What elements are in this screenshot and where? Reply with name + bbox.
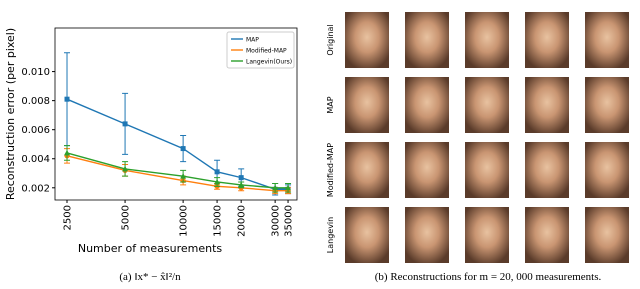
row-label: MAP — [326, 96, 335, 113]
face-image — [465, 77, 509, 133]
row-label: Modified-MAP — [326, 143, 335, 197]
image-grid: Original MAP Modified-MAP Langevin — [326, 12, 629, 263]
x-tick-label: 15000 — [213, 205, 224, 237]
face-image — [525, 207, 569, 263]
marker — [272, 184, 279, 191]
x-tick-label: 20000 — [237, 205, 248, 237]
face-image — [525, 12, 569, 68]
y-tick-label: 0.006 — [21, 125, 50, 136]
face-image — [345, 12, 389, 68]
face-image — [465, 207, 509, 263]
face-image — [585, 207, 629, 263]
y-tick-label: 0.004 — [21, 154, 50, 165]
row-label: Original — [326, 24, 335, 55]
face-image — [345, 142, 389, 198]
plot-frame — [54, 27, 298, 201]
face-image — [585, 77, 629, 133]
caption: (b) Reconstructions for m = 20, 000 meas… — [375, 271, 602, 283]
marker — [122, 165, 129, 172]
marker — [285, 184, 292, 191]
legend-label: Langevin(Ours) — [246, 59, 292, 66]
face-image — [525, 142, 569, 198]
legend-box — [226, 31, 295, 69]
x-tick-label: 2500 — [63, 205, 74, 230]
marker — [122, 121, 128, 127]
marker — [214, 169, 220, 175]
caption: (a) ‖x* − x̂‖²/n — [119, 271, 181, 283]
row-label: Langevin — [326, 217, 335, 253]
y-tick-label: 0.008 — [21, 96, 50, 107]
marker — [64, 96, 70, 102]
marker — [238, 175, 244, 181]
face-image — [405, 142, 449, 198]
x-tick-label: 5000 — [121, 205, 132, 230]
marker — [180, 146, 186, 152]
face-image — [345, 207, 389, 263]
face-image — [405, 77, 449, 133]
x-tick-label: 30000 — [271, 205, 282, 237]
x-tick-label: 35000 — [284, 205, 295, 237]
face-image — [585, 142, 629, 198]
face-image — [405, 207, 449, 263]
y-tick-label: 0.002 — [21, 183, 50, 194]
face-image — [405, 12, 449, 68]
face-image — [465, 142, 509, 198]
marker — [214, 178, 221, 185]
marker — [238, 181, 245, 188]
y-tick-label: 0.010 — [21, 67, 50, 78]
x-axis-label: Number of measurements — [78, 242, 223, 255]
face-image — [345, 77, 389, 133]
legend-label: MAP — [246, 37, 259, 44]
y-axis-label: Reconstruction error (per pixel) — [4, 28, 17, 200]
legend-label: Modified-MAP — [246, 48, 287, 55]
face-image — [525, 77, 569, 133]
marker — [180, 173, 187, 179]
x-tick-label: 10000 — [179, 205, 190, 237]
face-image — [465, 12, 509, 68]
marker — [64, 149, 71, 156]
face-image — [585, 12, 629, 68]
